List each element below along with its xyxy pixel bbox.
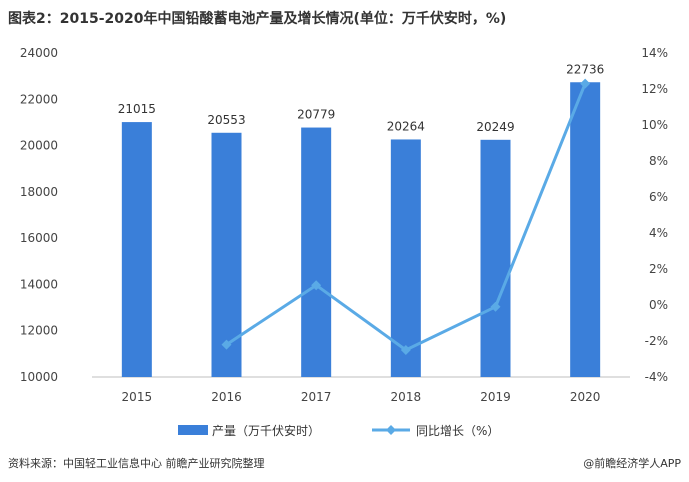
line-point: [400, 345, 411, 355]
chart-title: 图表2：2015-2020年中国铅酸蓄电池产量及增长情况(单位：万千伏安时，%): [8, 11, 507, 27]
app-credit: @前瞻经济学人APP: [583, 457, 681, 470]
y-right-tick-label: 4%: [649, 226, 668, 240]
bar: [121, 122, 152, 378]
x-axis: 2015 2016 2017 2018 2019 2020: [122, 390, 601, 404]
line-point: [221, 339, 232, 350]
x-tick-label: 2019: [480, 390, 511, 404]
bar-data-label: 20249: [476, 120, 514, 134]
line-point: [311, 280, 322, 291]
legend-line-marker: [386, 425, 396, 435]
y-right-axis: -4% -2% 0% 2% 4% 6% 8% 10% 12% 14%: [641, 46, 668, 384]
y-right-tick-label: 2%: [649, 262, 668, 276]
y-left-tick-label: 14000: [20, 277, 58, 291]
legend: 产量（万千伏安时） 同比增长（%）: [178, 423, 499, 438]
legend-bar-swatch: [178, 425, 208, 435]
legend-bar-label: 产量（万千伏安时）: [212, 423, 320, 438]
line-series: [221, 78, 591, 355]
y-left-tick-label: 24000: [20, 46, 58, 60]
y-left-tick-label: 22000: [20, 92, 58, 106]
legend-line-label: 同比增长（%）: [416, 424, 499, 438]
bar: [480, 139, 511, 377]
y-right-tick-label: 0%: [649, 298, 668, 312]
y-left-tick-label: 10000: [20, 370, 58, 384]
x-tick-label: 2018: [391, 390, 422, 404]
y-right-tick-label: 6%: [649, 190, 668, 204]
y-right-tick-label: -4%: [645, 370, 668, 384]
bar-data-labels: 21015 20553 20779 20264 20249 22736: [118, 62, 605, 134]
x-tick-label: 2015: [122, 390, 153, 404]
x-tick-label: 2020: [570, 390, 601, 404]
bar-data-label: 20553: [207, 113, 245, 127]
bar-series: [121, 82, 601, 378]
source-note: 资料来源：中国轻工业信息中心 前瞻产业研究院整理: [8, 457, 265, 470]
bar-data-label: 21015: [118, 102, 156, 116]
y-left-axis: 10000 12000 14000 16000 18000 20000 22000 24000: [20, 46, 58, 384]
y-left-tick-label: 20000: [20, 139, 58, 153]
y-right-tick-label: -2%: [645, 334, 668, 348]
x-tick-label: 2017: [301, 390, 332, 404]
y-left-tick-label: 16000: [20, 231, 58, 245]
x-tick-label: 2016: [211, 390, 242, 404]
y-right-tick-label: 8%: [649, 154, 668, 168]
y-right-tick-label: 10%: [641, 118, 668, 132]
bar-data-label: 22736: [566, 62, 604, 76]
y-left-tick-label: 18000: [20, 185, 58, 199]
y-right-tick-label: 12%: [641, 82, 668, 96]
bar-data-label: 20779: [297, 108, 335, 122]
bar: [301, 127, 332, 377]
line-point: [490, 301, 501, 312]
bar: [570, 82, 601, 378]
y-left-tick-label: 12000: [20, 324, 58, 338]
bar: [390, 139, 421, 377]
y-right-tick-label: 14%: [641, 46, 668, 60]
line-point: [580, 78, 591, 89]
bar-data-label: 20264: [387, 119, 425, 133]
